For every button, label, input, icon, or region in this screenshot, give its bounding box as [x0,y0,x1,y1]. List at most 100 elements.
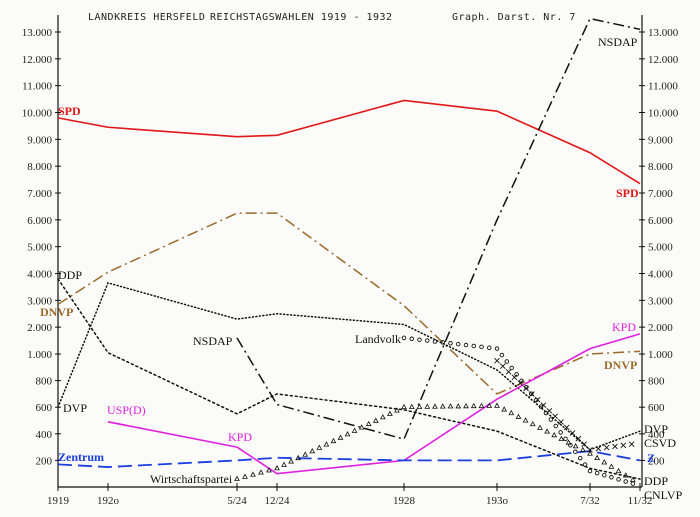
series-wirtschaftspartei-marker [544,428,550,434]
label-dvp-left: DVP [63,401,87,415]
label-right-cnlvp: CNLVP [644,488,683,502]
y-tick-label-right: 9.000 [648,134,673,146]
y-tick-label-right: 600 [648,402,665,414]
y-tick-label-right: 8.000 [648,161,673,173]
series-landvolk-marker [417,337,422,342]
series-csvd-marker [505,368,512,375]
series-wirtschaftspartei-marker [416,403,423,409]
y-tick-label-right: 400 [648,429,665,441]
series-landvolk-marker [623,479,628,484]
series-landvolk-marker [553,423,558,429]
series-landvolk-marker [456,341,461,347]
series-landvolk-marker [519,378,524,384]
series-csvd-marker [511,374,518,381]
label-zentrum: Zentrum [58,450,104,464]
series-csvd-marker [587,446,593,453]
series-csvd-marker [612,443,618,450]
series-csvd-marker [552,413,558,420]
series-landvolk-marker [594,470,600,476]
series-landvolk-marker [471,343,477,349]
series-csvd-marker [499,363,506,370]
series-landvolk-marker [463,342,469,348]
y-tick-label-right: 12.000 [648,54,679,66]
label-dnvp-left: DNVP [40,305,73,319]
y-tick-label-right: 200 [648,455,665,467]
series-landvolk-marker [582,462,588,467]
label-ddp-left: DDP [58,268,82,282]
series-wirtschaftspartei-marker [494,402,500,408]
series-wirtschaftspartei-marker [358,424,365,430]
y-tick-label-left: 12.000 [22,54,53,66]
y-tick-label-left: 9.000 [27,134,52,146]
series-landvolk-marker [609,475,614,480]
series-csvd-marker [523,385,529,392]
label-landvolk: Landvolk [355,332,401,346]
x-tick-label: 11/32 [628,495,653,507]
series-wirtschaftspartei-marker [572,443,579,449]
y-tick-label-left: 400 [36,429,53,441]
series-landvolk-marker [558,430,563,435]
y-tick-label-right: 800 [648,376,665,388]
series-wirtschaftspartei-marker [424,403,431,409]
header-title: REICHSTAGSWAHLEN 1919 - 1932 [210,12,393,23]
series-landvolk-marker [602,472,607,478]
y-tick-label-left: 6.000 [27,215,52,227]
series-landvolk-marker [577,455,583,461]
series-wirtschaftspartei-marker [529,420,536,427]
x-ticks: 1919 192o 5/24 12/24 1928 193o 7/32 11/32 [47,483,652,507]
series-landvolk-marker [509,365,514,371]
series-spd [57,99,641,185]
series-group [57,17,641,486]
series-wirtschaftspartei-marker [281,461,287,467]
series-csvd-marker [595,445,602,452]
series-wirtschaftspartei-marker [242,473,248,479]
series-landvolk-marker [499,352,505,358]
y-tick-label-left: 2.000 [27,322,52,334]
series-csvd-marker [603,444,610,451]
series-landvolk-marker [448,341,453,346]
label-dnvp-right: DNVP [604,358,637,372]
series-wirtschaftspartei-marker [432,403,438,409]
label-spd-left: SPD [58,104,81,118]
series-landvolk-marker [538,404,544,409]
series-nsdap [236,17,641,441]
series-wirtschaftspartei-marker [622,472,629,478]
series-wirtschaftspartei-marker [258,469,264,475]
y-tick-label-left: 800 [36,376,53,388]
series-wirtschaftspartei-marker [234,475,240,481]
series-wirtschaftspartei-marker [587,450,593,456]
y-tick-label-right: 11.000 [648,81,678,93]
series-wirtschaftspartei-marker [565,439,572,445]
series-ddp [57,278,641,480]
y-tick-label-left: 7.000 [27,188,52,200]
x-tick-label: 12/24 [264,495,290,507]
series-landvolk [401,335,636,486]
x-tick-label: 5/24 [227,495,247,507]
label-right-z: Z [647,451,655,465]
series-wirtschaftspartei-marker [250,471,256,477]
series-wirtschaftspartei-marker [486,402,493,408]
series-landvolk-marker [425,338,430,343]
series-wirtschaftspartei-marker [447,403,454,409]
y-tick-label-left: 600 [36,402,53,414]
y-tick-label-right: 4.000 [648,269,673,281]
label-usp: USP(D) [107,403,146,417]
series-wirtschaftspartei-marker [615,467,622,474]
series-landvolk-marker [440,340,446,345]
series-csvd-marker [534,396,541,403]
series-wirtschaftspartei-marker [288,458,294,464]
series-wirtschaftspartei-marker [344,431,351,437]
header-district: LANDKREIS HERSFELD [88,12,205,23]
series-wirtschaftspartei-marker [387,410,393,416]
series-wirtschaftspartei-marker [323,441,330,447]
y-tick-label-right: 1.000 [648,349,673,361]
series-zentrum [57,450,641,468]
series-dnvp [57,212,641,395]
series-wirtschaftspartei-marker [594,454,601,461]
label-wirtschaftspartei: Wirtschaftspartei [150,472,233,486]
series-wirtschaftspartei-marker [379,414,386,420]
y-tick-label-left: 10.000 [22,108,53,120]
x-tick-label: 193o [486,495,509,507]
series-wirtschaftspartei-marker [365,420,372,427]
y-tick-label-left: 200 [36,455,53,467]
